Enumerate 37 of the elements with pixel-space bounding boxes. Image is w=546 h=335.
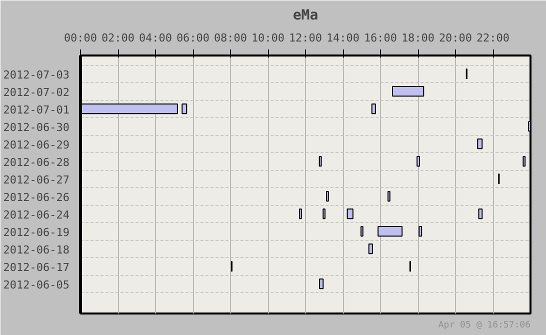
- x-tick-label: 20:00: [438, 32, 472, 44]
- x-tick-label: 12:00: [288, 32, 322, 44]
- bar: [416, 156, 420, 167]
- bar: [346, 208, 354, 220]
- y-tick-label: 2012-07-01: [3, 103, 70, 116]
- y-tick-label: 2012-06-28: [3, 156, 70, 169]
- x-tick-label: 14:00: [326, 32, 360, 44]
- bar: [371, 104, 376, 114]
- bar: [478, 208, 483, 220]
- y-tick-label: 2012-07-02: [3, 86, 70, 99]
- bar: [392, 86, 424, 97]
- bar: [368, 243, 373, 254]
- bar: [378, 226, 403, 237]
- y-tick-label: 2012-06-29: [3, 138, 70, 152]
- y-tick-label: 2012-06-18: [3, 243, 70, 256]
- y-tick-label: 2012-06-19: [3, 226, 70, 239]
- y-tick-label: 2012-06-17: [3, 260, 70, 274]
- y-tick-label: 2012-06-30: [3, 120, 70, 134]
- x-tick-label: 00:00: [64, 32, 98, 44]
- x-tick-label: 22:00: [476, 32, 510, 44]
- x-tick-label: 08:00: [214, 32, 248, 44]
- bar: [182, 104, 188, 114]
- x-tick-label: 02:00: [101, 32, 135, 44]
- y-tick-label: 2012-06-05: [3, 278, 70, 292]
- bar: [418, 226, 422, 237]
- bar: [319, 278, 324, 290]
- x-tick-label: 10:00: [251, 32, 285, 44]
- x-tick-label: 06:00: [176, 32, 210, 44]
- y-tick-label: 2012-06-26: [3, 190, 70, 204]
- x-tick-label: 04:00: [138, 32, 172, 44]
- chart-title: eMa: [292, 8, 318, 24]
- y-tick-label: 2012-07-03: [3, 68, 70, 82]
- bar: [477, 138, 483, 150]
- x-tick-label: 18:00: [401, 32, 435, 44]
- y-tick-label: 2012-06-24: [3, 208, 70, 222]
- x-tick-label: 16:00: [364, 32, 398, 44]
- y-tick-label: 2012-06-27: [3, 173, 70, 186]
